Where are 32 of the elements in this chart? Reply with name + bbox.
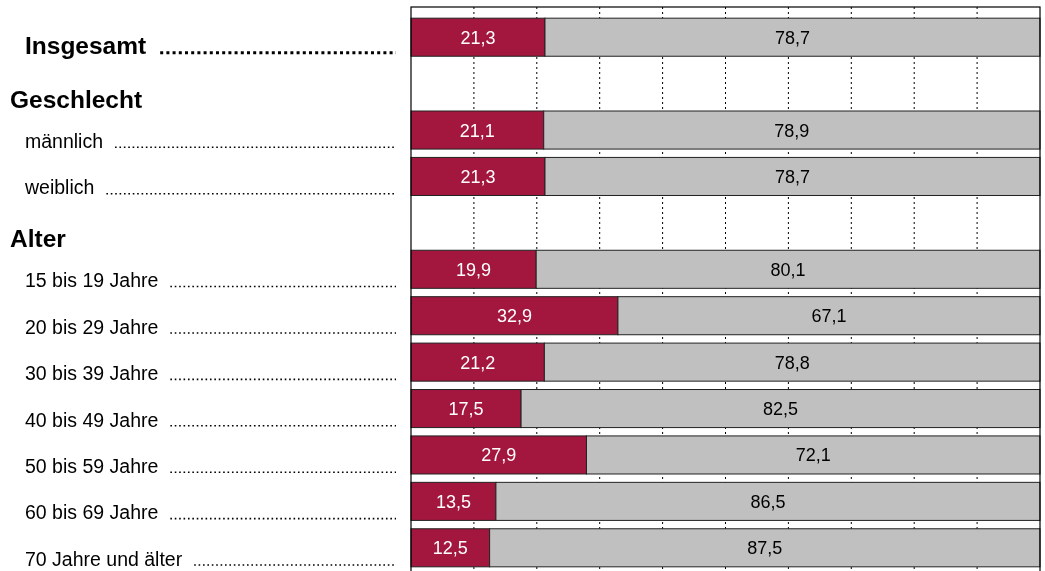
y-tick-label: 50 bis 59 Jahre [25,454,159,477]
text: Geschlecht [10,85,143,113]
data-label: 67,1 [811,306,847,327]
data-label: 21,1 [459,120,495,141]
data-label: 78,7 [774,166,811,187]
data-label: 86,5 [750,491,786,512]
data-label: 80,1 [770,259,806,280]
data-label: 21,2 [460,352,496,373]
data-label: 19,9 [456,259,492,280]
y-tick-label: Insgesamt [25,32,147,60]
y-tick-label: 60 bis 69 Jahre [25,501,159,524]
data-label: 82,5 [763,399,799,420]
data-label: 17,5 [448,399,484,420]
y-tick-label: weiblich [24,176,95,199]
data-label: 32,9 [496,306,532,327]
y-tick-label: männlich [25,130,104,153]
data-label: 87,5 [747,538,783,559]
y-tick-label: 40 bis 49 Jahre [25,408,159,431]
data-label: 78,8 [774,352,810,373]
data-label: 72,1 [795,445,831,466]
data-label: 27,9 [481,445,517,466]
y-tick-label: 30 bis 39 Jahre [25,362,159,385]
y-tick-label: 20 bis 29 Jahre [25,315,159,338]
data-label: 78,9 [774,120,810,141]
y-tick-label: 15 bis 19 Jahre [25,269,159,292]
data-label: 78,7 [774,27,811,48]
data-label: 21,3 [460,27,496,48]
y-tick-label: 70 Jahre und älter [25,547,183,570]
data-label: 12,5 [432,538,468,559]
data-label: 21,3 [460,166,496,187]
data-label: 13,5 [435,491,471,512]
text: Alter [10,224,67,252]
